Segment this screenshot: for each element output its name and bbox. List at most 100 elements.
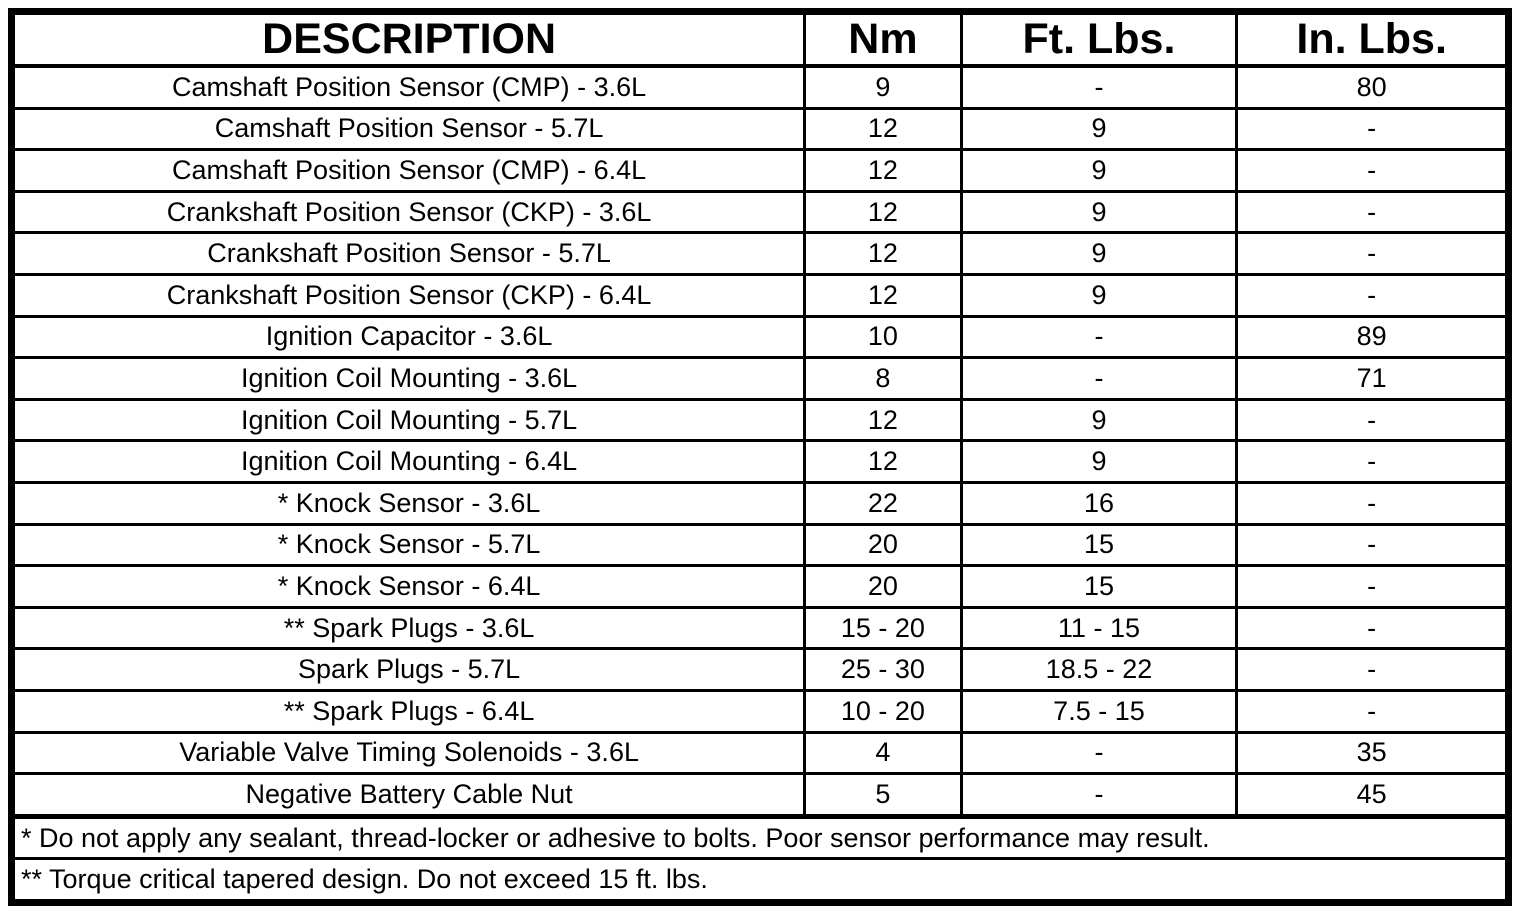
cell-in-lbs: - <box>1235 605 1505 651</box>
cell-description: * Knock Sensor - 3.6L <box>15 480 807 526</box>
torque-spec-table-frame: DESCRIPTION Nm Ft. Lbs. In. Lbs. Camshaf… <box>8 8 1512 906</box>
cell-nm: 12 <box>803 272 963 318</box>
cell-ft-lbs: 9 <box>959 189 1239 235</box>
cell-nm: 22 <box>803 480 963 526</box>
col-header-ft-lbs: Ft. Lbs. <box>959 15 1239 68</box>
cell-description: * Knock Sensor - 5.7L <box>15 522 807 568</box>
cell-in-lbs: - <box>1235 480 1505 526</box>
table-row: Ignition Capacitor - 3.6L 10 - 89 <box>15 314 1505 360</box>
cell-nm: 25 - 30 <box>803 647 963 692</box>
cell-description: Ignition Coil Mounting - 5.7L <box>15 397 807 443</box>
cell-ft-lbs: 16 <box>959 480 1239 526</box>
header-row: DESCRIPTION Nm Ft. Lbs. In. Lbs. <box>15 15 1505 68</box>
torque-spec-table: DESCRIPTION Nm Ft. Lbs. In. Lbs. Camshaf… <box>15 15 1505 899</box>
cell-description: Ignition Coil Mounting - 6.4L <box>15 439 807 484</box>
footnote-text: * Do not apply any sealant, thread-locke… <box>15 813 1505 861</box>
table-row: Negative Battery Cable Nut 5 - 45 <box>15 772 1505 818</box>
cell-in-lbs: - <box>1235 439 1505 484</box>
cell-ft-lbs: 9 <box>959 272 1239 318</box>
cell-ft-lbs: 11 - 15 <box>959 605 1239 651</box>
col-header-nm: Nm <box>803 15 963 68</box>
footnote-row: * Do not apply any sealant, thread-locke… <box>15 813 1505 861</box>
table-row: Crankshaft Position Sensor (CKP) - 3.6L … <box>15 189 1505 235</box>
cell-ft-lbs: - <box>959 64 1239 110</box>
col-header-description: DESCRIPTION <box>15 15 807 68</box>
cell-ft-lbs: - <box>959 314 1239 360</box>
cell-description: Variable Valve Timing Solenoids - 3.6L <box>15 730 807 776</box>
cell-in-lbs: 80 <box>1235 64 1505 110</box>
cell-nm: 15 - 20 <box>803 605 963 651</box>
cell-description: Ignition Coil Mounting - 3.6L <box>15 356 807 401</box>
cell-in-lbs: 45 <box>1235 772 1505 818</box>
cell-ft-lbs: 9 <box>959 106 1239 152</box>
cell-description: Crankshaft Position Sensor (CKP) - 6.4L <box>15 272 807 318</box>
footnote-row: ** Torque critical tapered design. Do no… <box>15 857 1505 899</box>
table-row: * Knock Sensor - 6.4L 20 15 - <box>15 564 1505 609</box>
table-row: ** Spark Plugs - 6.4L 10 - 20 7.5 - 15 - <box>15 688 1505 734</box>
cell-ft-lbs: 9 <box>959 231 1239 276</box>
cell-in-lbs: 89 <box>1235 314 1505 360</box>
cell-in-lbs: - <box>1235 522 1505 568</box>
cell-ft-lbs: 7.5 - 15 <box>959 688 1239 734</box>
cell-description: * Knock Sensor - 6.4L <box>15 564 807 609</box>
table-row: Ignition Coil Mounting - 5.7L 12 9 - <box>15 397 1505 443</box>
cell-description: Ignition Capacitor - 3.6L <box>15 314 807 360</box>
cell-in-lbs: - <box>1235 106 1505 152</box>
cell-in-lbs: - <box>1235 231 1505 276</box>
cell-description: ** Spark Plugs - 6.4L <box>15 688 807 734</box>
cell-description: Spark Plugs - 5.7L <box>15 647 807 692</box>
cell-ft-lbs: 9 <box>959 148 1239 193</box>
cell-in-lbs: - <box>1235 647 1505 692</box>
cell-ft-lbs: - <box>959 730 1239 776</box>
cell-in-lbs: - <box>1235 397 1505 443</box>
cell-in-lbs: - <box>1235 148 1505 193</box>
cell-description: Crankshaft Position Sensor (CKP) - 3.6L <box>15 189 807 235</box>
cell-nm: 12 <box>803 106 963 152</box>
cell-nm: 8 <box>803 356 963 401</box>
cell-nm: 9 <box>803 64 963 110</box>
table-row: Camshaft Position Sensor (CMP) - 3.6L 9 … <box>15 64 1505 110</box>
cell-description: Camshaft Position Sensor (CMP) - 3.6L <box>15 64 807 110</box>
cell-in-lbs: 35 <box>1235 730 1505 776</box>
cell-nm: 12 <box>803 189 963 235</box>
table-row: * Knock Sensor - 3.6L 22 16 - <box>15 480 1505 526</box>
table-row: * Knock Sensor - 5.7L 20 15 - <box>15 522 1505 568</box>
cell-nm: 10 <box>803 314 963 360</box>
table-row: Camshaft Position Sensor - 5.7L 12 9 - <box>15 106 1505 152</box>
table-row: Crankshaft Position Sensor - 5.7L 12 9 - <box>15 231 1505 276</box>
table-row: Crankshaft Position Sensor (CKP) - 6.4L … <box>15 272 1505 318</box>
cell-nm: 5 <box>803 772 963 818</box>
cell-ft-lbs: 18.5 - 22 <box>959 647 1239 692</box>
cell-nm: 12 <box>803 148 963 193</box>
cell-ft-lbs: 15 <box>959 564 1239 609</box>
cell-in-lbs: - <box>1235 564 1505 609</box>
col-header-in-lbs: In. Lbs. <box>1235 15 1505 68</box>
cell-description: Crankshaft Position Sensor - 5.7L <box>15 231 807 276</box>
table-row: Ignition Coil Mounting - 3.6L 8 - 71 <box>15 356 1505 401</box>
cell-ft-lbs: - <box>959 356 1239 401</box>
table-row: Ignition Coil Mounting - 6.4L 12 9 - <box>15 439 1505 484</box>
cell-ft-lbs: 9 <box>959 439 1239 484</box>
cell-nm: 20 <box>803 522 963 568</box>
cell-description: Camshaft Position Sensor (CMP) - 6.4L <box>15 148 807 193</box>
cell-ft-lbs: 9 <box>959 397 1239 443</box>
cell-nm: 12 <box>803 397 963 443</box>
cell-nm: 12 <box>803 231 963 276</box>
cell-description: ** Spark Plugs - 3.6L <box>15 605 807 651</box>
cell-in-lbs: - <box>1235 272 1505 318</box>
table-row: Camshaft Position Sensor (CMP) - 6.4L 12… <box>15 148 1505 193</box>
cell-nm: 20 <box>803 564 963 609</box>
cell-in-lbs: - <box>1235 688 1505 734</box>
cell-ft-lbs: 15 <box>959 522 1239 568</box>
cell-in-lbs: - <box>1235 189 1505 235</box>
table-row: Variable Valve Timing Solenoids - 3.6L 4… <box>15 730 1505 776</box>
cell-in-lbs: 71 <box>1235 356 1505 401</box>
cell-description: Negative Battery Cable Nut <box>15 772 807 818</box>
cell-description: Camshaft Position Sensor - 5.7L <box>15 106 807 152</box>
cell-nm: 12 <box>803 439 963 484</box>
table-row: ** Spark Plugs - 3.6L 15 - 20 11 - 15 - <box>15 605 1505 651</box>
table-row: Spark Plugs - 5.7L 25 - 30 18.5 - 22 - <box>15 647 1505 692</box>
cell-nm: 10 - 20 <box>803 688 963 734</box>
footnote-text: ** Torque critical tapered design. Do no… <box>15 857 1505 899</box>
cell-nm: 4 <box>803 730 963 776</box>
